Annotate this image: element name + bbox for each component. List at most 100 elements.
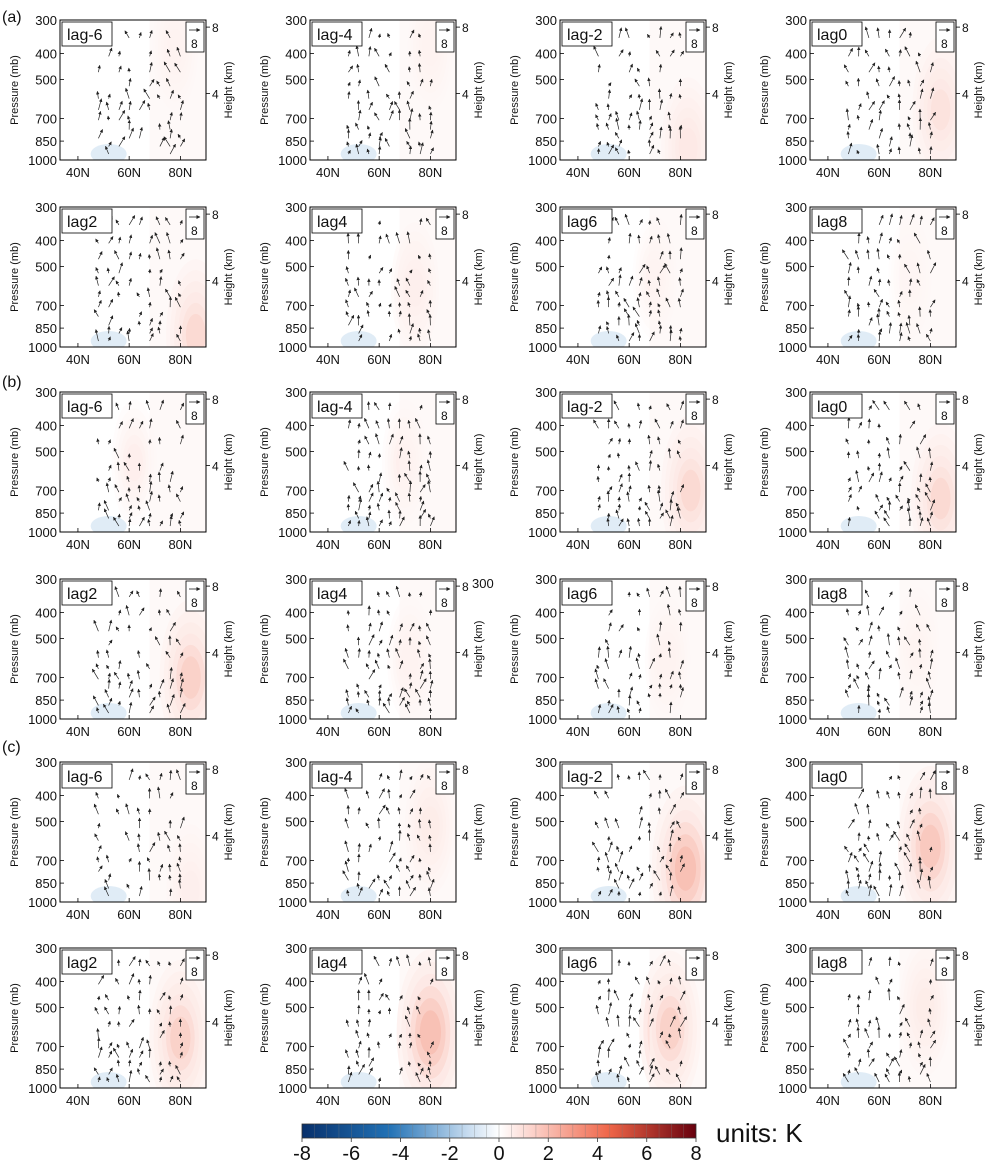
wind-vector [886, 633, 891, 646]
y-tick-label: 300 [535, 13, 557, 28]
wind-vector [108, 1050, 113, 1058]
reference-vector-value: 8 [691, 965, 698, 979]
wind-vector [864, 49, 870, 57]
wind-vector [179, 219, 183, 226]
height-tick-label: 4 [462, 830, 469, 844]
wind-vector [608, 869, 612, 881]
wind-vector [113, 516, 120, 527]
lag-label-text: lag-6 [67, 27, 103, 44]
x-tick-label: 80N [168, 1093, 192, 1108]
right-axis-label: Height (km) [223, 804, 235, 861]
wind-vector [608, 609, 613, 616]
wind-vector [407, 66, 412, 73]
wind-vector [377, 220, 382, 226]
y-tick-label: 1000 [28, 712, 57, 727]
x-tick-label: 80N [668, 907, 692, 922]
wind-vector [427, 697, 431, 706]
x-tick-label: 80N [418, 165, 442, 180]
wind-vector [355, 708, 359, 714]
wind-vector [139, 1050, 144, 1058]
wind-vector [628, 878, 635, 889]
y-tick-label: 300 [35, 200, 57, 215]
y-axis-label: Pressure (mb) [9, 614, 21, 684]
wind-vector [373, 402, 380, 411]
wind-vector [365, 663, 370, 670]
lag-label-text: lag8 [817, 586, 847, 603]
lag-label: lag0 [811, 393, 863, 419]
wind-vector [146, 1039, 150, 1049]
wind-vector [680, 863, 685, 872]
right-axis-label: Height (km) [473, 804, 485, 861]
wind-vector [163, 136, 171, 147]
wind-vector [649, 882, 653, 889]
wind-vector [656, 217, 661, 226]
y-tick-label: 400 [285, 605, 307, 620]
wind-vector [868, 860, 874, 872]
reference-vector: 8 [935, 393, 955, 425]
wind-vector [417, 818, 422, 829]
wind-vector [146, 287, 151, 297]
wind-vector [648, 405, 652, 411]
reference-vector: 8 [185, 21, 205, 53]
wind-vector [899, 610, 903, 616]
wind-vector [886, 706, 890, 714]
wind-vector [146, 857, 151, 863]
wind-vector [917, 147, 922, 155]
reference-vector-value: 8 [691, 779, 698, 793]
wind-vector [909, 420, 916, 429]
wind-vector [857, 832, 861, 841]
wind-vector [855, 867, 860, 872]
wind-vector [398, 310, 402, 317]
stray-label-300: 300 [472, 576, 494, 591]
x-tick-label: 40N [316, 907, 340, 922]
wind-vector [899, 322, 903, 334]
wind-vector [97, 502, 101, 511]
x-tick-label: 80N [668, 352, 692, 367]
wind-vector [159, 311, 164, 317]
cold-anomaly [90, 516, 127, 532]
wind-vector [394, 286, 400, 298]
wind-vector [639, 1066, 644, 1075]
wind-vector [847, 1051, 851, 1058]
wind-vector [855, 469, 860, 482]
y-tick-label: 1000 [28, 1081, 57, 1096]
wind-vector [365, 790, 370, 799]
y-tick-label: 850 [35, 876, 57, 891]
wind-vector [636, 592, 641, 598]
wind-vector [596, 475, 600, 482]
wind-vector [94, 1006, 99, 1015]
wind-vector [426, 459, 431, 471]
wind-vector [885, 301, 890, 308]
wind-vector [657, 309, 661, 317]
height-tick-label: 8 [712, 949, 719, 963]
wind-vector [375, 433, 380, 445]
wind-vector [888, 956, 892, 966]
wind-vector [378, 888, 383, 897]
wind-vector [378, 235, 382, 244]
wind-vector [159, 678, 165, 689]
x-tick-label: 40N [66, 352, 90, 367]
wind-vector [868, 118, 874, 130]
wind-vector [636, 319, 641, 326]
y-tick-label: 500 [535, 1000, 557, 1015]
wind-vector [868, 819, 872, 829]
wind-vectors [96, 399, 185, 527]
right-axis-label: Height (km) [973, 249, 985, 306]
wind-vector [180, 252, 185, 260]
wind-vector [94, 329, 99, 342]
wind-vector [676, 507, 681, 519]
wind-vector [907, 336, 911, 342]
wind-vector [139, 100, 146, 111]
wind-vector [594, 668, 599, 680]
wind-vector [137, 688, 141, 698]
lag-label: lag-2 [561, 763, 613, 789]
right-axis-label: Height (km) [473, 621, 485, 678]
wind-vector [639, 872, 644, 881]
wind-vector [874, 510, 880, 519]
reference-vector-value: 8 [941, 779, 948, 793]
wind-vector [366, 1032, 370, 1039]
